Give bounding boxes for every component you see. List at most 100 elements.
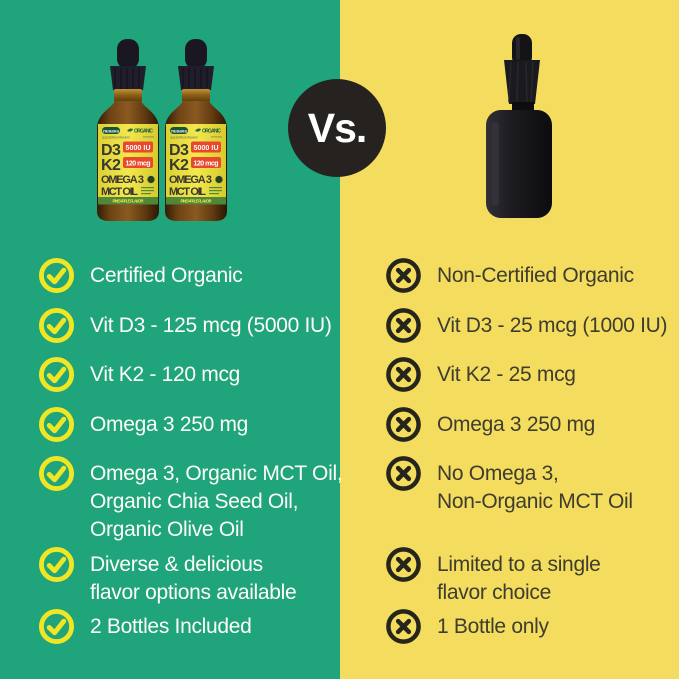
label-k2: K2	[101, 157, 121, 174]
flavor-band	[166, 197, 226, 205]
check-icon	[38, 406, 75, 443]
mct-fineprint-2	[141, 190, 154, 192]
pro-text: Omega 3, Organic MCT Oil, Organic Chia S…	[90, 462, 343, 541]
usda-organic-seal-icon	[215, 175, 223, 184]
label-d3: D3	[101, 142, 121, 159]
con-row-vit-k2: Vit K2 - 25 mcg	[385, 357, 576, 393]
pro-row-vit-k2: Vit K2 - 120 mcg	[38, 356, 241, 393]
pro-text: Certified Organic	[90, 264, 243, 287]
d3-badge-text: 5000 IU	[194, 145, 219, 152]
pro-text: Vit D3 - 125 mcg (5000 IU)	[90, 314, 332, 337]
pro-row-bottles: 2 Bottles Included	[38, 608, 252, 645]
d3-badge	[123, 141, 153, 153]
vs-badge: Vs.	[288, 79, 386, 177]
flavor-text: PINEAPPLE FLAVOR	[113, 198, 144, 203]
check-icon	[38, 546, 75, 583]
d3-badge	[191, 141, 221, 153]
mct-fineprint-3	[141, 193, 151, 195]
label-omega: OMEGA 3	[169, 174, 212, 186]
con-text: No Omega 3, Non-Organic MCT Oil	[437, 462, 633, 513]
label-mct: MCT OIL	[101, 186, 138, 198]
brand-pill	[102, 127, 120, 134]
con-text: Limited to a single flavor choice	[437, 553, 601, 604]
cross-icon	[386, 407, 421, 442]
con-row-bottles: 1 Bottle only	[385, 609, 549, 645]
usda-seal-ring	[214, 175, 224, 184]
cross-icon	[386, 456, 421, 491]
mct-fineprint-2	[209, 190, 222, 192]
con-text: Vit K2 - 25 mcg	[437, 363, 576, 386]
con-row-certified-organic: Non-Certified Organic	[385, 258, 634, 294]
con-row-vit-d3: Vit D3 - 25 mcg (1000 IU)	[385, 308, 668, 344]
label-omega: OMEGA 3	[101, 174, 144, 186]
k2-badge-text: 120 mcg	[126, 160, 151, 167]
flavor-text: PINEAPPLE FLAVOR	[181, 198, 212, 203]
check-icon	[38, 356, 75, 393]
collar-facets	[508, 61, 534, 103]
dropper-collar	[110, 66, 146, 90]
supplement-line: LIQUID DIETARY SUPPLEMENT	[170, 136, 198, 140]
con-row-omega3: Omega 3 250 mg	[385, 407, 596, 443]
dropper-bulb	[185, 39, 207, 69]
usda-organic-seal-icon	[147, 175, 155, 184]
con-text: 1 Bottle only	[437, 615, 549, 638]
dropper-collar	[178, 66, 214, 90]
check-icon	[38, 307, 75, 344]
dropper-bulb	[117, 39, 139, 69]
label-small-print	[143, 136, 154, 138]
check-icon	[38, 257, 75, 294]
k2-badge	[191, 157, 221, 168]
vs-label: Vs.	[307, 104, 368, 151]
organic-badge: ORGANIC	[202, 128, 221, 134]
mct-fineprint-1	[209, 187, 222, 189]
k2-badge	[123, 157, 153, 168]
product-bottle-1: nusava ORGANIC LIQUID DIETARY SUPPLEMENT…	[97, 39, 159, 221]
cross-icon	[386, 357, 421, 392]
label-k2: K2	[169, 157, 189, 174]
supplement-line: LIQUID DIETARY SUPPLEMENT	[102, 136, 130, 140]
pro-text: Diverse & delicious flavor options avail…	[90, 553, 297, 604]
pro-row-oils: Omega 3, Organic MCT Oil, Organic Chia S…	[38, 455, 343, 544]
check-icon	[38, 608, 75, 645]
pro-row-vit-d3: Vit D3 - 125 mcg (5000 IU)	[38, 307, 332, 344]
label-d3: D3	[169, 142, 189, 159]
competitor-bottle	[486, 34, 552, 218]
brand-name: nusava	[103, 128, 119, 133]
leaf-icon	[195, 128, 201, 132]
bulb-highlight	[516, 37, 520, 60]
con-row-flavors: Limited to a single flavor choice	[385, 547, 601, 607]
label-small-print	[211, 136, 222, 138]
body-highlight	[492, 122, 499, 206]
cross-icon	[386, 547, 421, 582]
con-text: Non-Certified Organic	[437, 264, 634, 287]
brand-name: nusava	[171, 128, 187, 133]
pro-row-omega3: Omega 3 250 mg	[38, 406, 249, 443]
con-text: Vit D3 - 25 mcg (1000 IU)	[437, 314, 668, 337]
organic-badge: ORGANIC	[134, 128, 153, 134]
bottle-gold-band	[114, 89, 142, 102]
bottle-neck	[512, 102, 534, 112]
collar-ridges	[114, 68, 140, 89]
bottle-gold-band	[182, 89, 210, 102]
product-bottle-2: nusava ORGANIC LIQUID DIETARY SUPPLEMENT…	[165, 39, 227, 221]
d3-badge-text: 5000 IU	[126, 145, 151, 152]
usda-seal-ring	[146, 175, 156, 184]
check-icon	[38, 455, 75, 492]
con-text: Omega 3 250 mg	[437, 413, 596, 436]
con-row-oils: No Omega 3, Non-Organic MCT Oil	[385, 456, 633, 516]
pro-row-flavors: Diverse & delicious flavor options avail…	[38, 546, 297, 607]
cross-icon	[386, 308, 421, 343]
pro-text: Vit K2 - 120 mcg	[90, 363, 241, 386]
k2-badge-text: 120 mcg	[194, 160, 219, 167]
collar-ridges	[182, 68, 208, 89]
mct-fineprint-1	[141, 187, 154, 189]
label-mct: MCT OIL	[169, 186, 206, 198]
leaf-icon	[127, 128, 133, 132]
cross-icon	[386, 258, 421, 293]
pro-text: Omega 3 250 mg	[90, 413, 249, 436]
flavor-band	[98, 197, 158, 205]
pro-row-certified-organic: Certified Organic	[38, 257, 243, 294]
mct-fineprint-3	[209, 193, 219, 195]
bottle-body	[486, 110, 552, 218]
pro-text: 2 Bottles Included	[90, 615, 252, 638]
